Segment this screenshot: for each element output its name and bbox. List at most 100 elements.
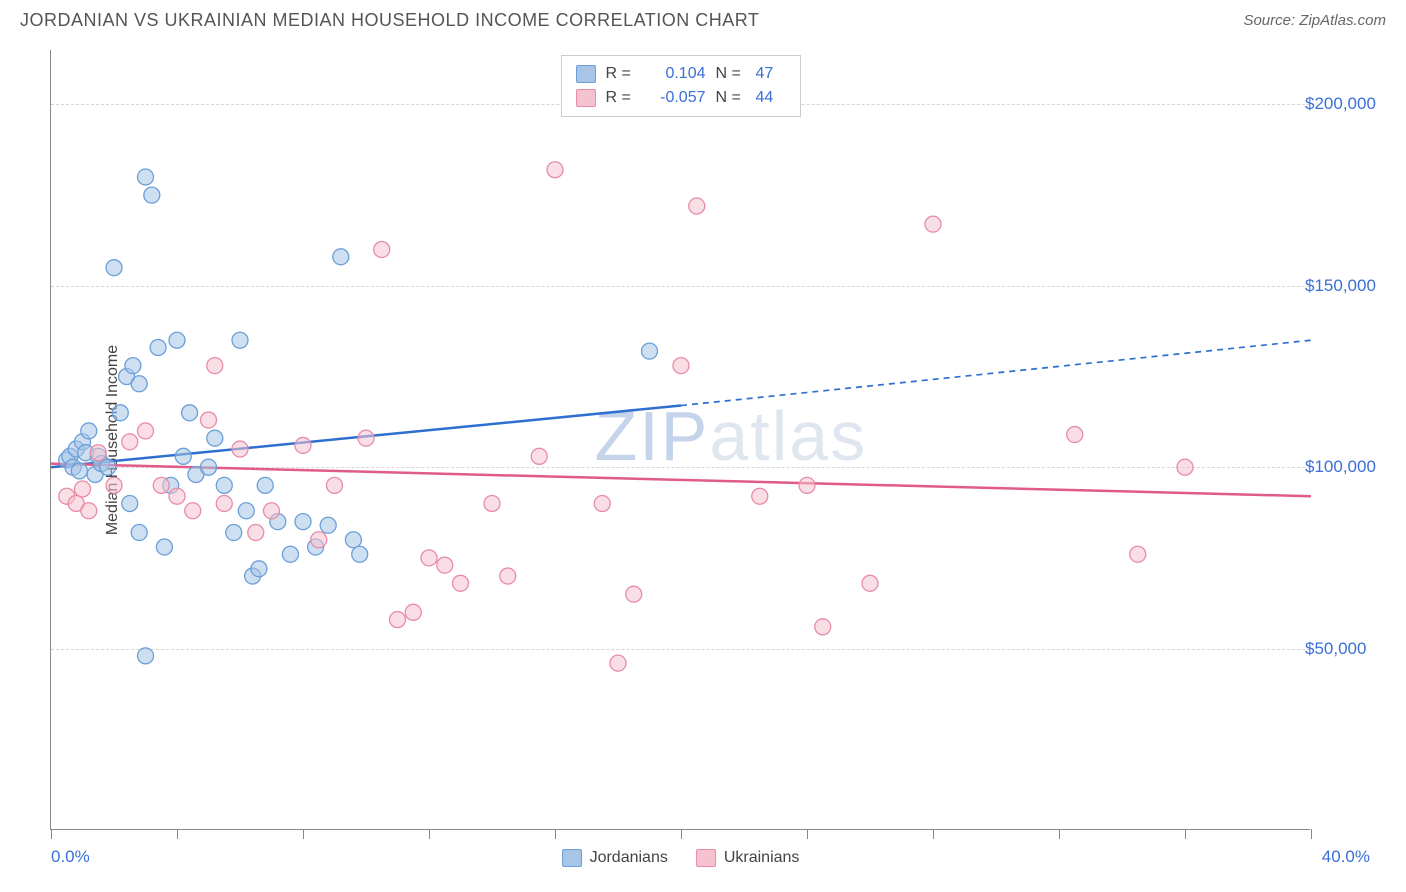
x-tick — [51, 829, 52, 839]
data-point — [282, 546, 298, 562]
chart-header: JORDANIAN VS UKRAINIAN MEDIAN HOUSEHOLD … — [0, 0, 1406, 36]
chart-title: JORDANIAN VS UKRAINIAN MEDIAN HOUSEHOLD … — [20, 10, 759, 31]
data-point — [153, 477, 169, 493]
data-point — [106, 260, 122, 276]
data-point — [156, 539, 172, 555]
y-tick-label: $150,000 — [1305, 276, 1385, 296]
data-point — [352, 546, 368, 562]
data-point — [333, 249, 349, 265]
data-point — [150, 339, 166, 355]
legend-label-ukrainians: Ukrainians — [724, 849, 800, 867]
data-point — [238, 503, 254, 519]
data-point — [1067, 427, 1083, 443]
data-point — [1130, 546, 1146, 562]
data-point — [295, 514, 311, 530]
chart-container: Median Household Income ZIPatlas R = 0.1… — [50, 50, 1380, 830]
data-point — [81, 423, 97, 439]
data-point — [201, 412, 217, 428]
legend-item-jordanians: Jordanians — [562, 849, 668, 867]
data-point — [327, 477, 343, 493]
data-point — [182, 405, 198, 421]
data-point — [610, 655, 626, 671]
data-point — [453, 575, 469, 591]
n-value-1: 47 — [756, 62, 786, 86]
data-point — [232, 441, 248, 457]
x-tick — [681, 829, 682, 839]
y-tick-label: $50,000 — [1305, 639, 1385, 659]
data-point — [531, 448, 547, 464]
data-point — [752, 488, 768, 504]
data-point — [216, 477, 232, 493]
y-tick-label: $200,000 — [1305, 94, 1385, 114]
data-point — [106, 477, 122, 493]
legend-item-ukrainians: Ukrainians — [696, 849, 800, 867]
data-point — [100, 459, 116, 475]
data-point — [295, 437, 311, 453]
data-point — [201, 459, 217, 475]
data-point — [626, 586, 642, 602]
data-point — [437, 557, 453, 573]
source-label: Source: ZipAtlas.com — [1243, 12, 1386, 29]
n-label: N = — [716, 62, 746, 86]
data-point — [138, 423, 154, 439]
data-point — [216, 495, 232, 511]
x-tick — [807, 829, 808, 839]
trend-line — [51, 464, 1311, 497]
data-point — [815, 619, 831, 635]
data-point — [264, 503, 280, 519]
data-point — [71, 463, 87, 479]
n-value-2: 44 — [756, 86, 786, 110]
data-point — [925, 216, 941, 232]
x-tick — [555, 829, 556, 839]
n-label: N = — [716, 86, 746, 110]
data-point — [642, 343, 658, 359]
data-point — [131, 376, 147, 392]
swatch-ukrainians-icon — [576, 89, 596, 107]
data-point — [405, 604, 421, 620]
legend-stats: R = 0.104 N = 47 R = -0.057 N = 44 — [561, 55, 801, 117]
x-tick — [429, 829, 430, 839]
data-point — [138, 169, 154, 185]
data-point — [90, 445, 106, 461]
data-point — [175, 448, 191, 464]
data-point — [226, 525, 242, 541]
r-label: R = — [606, 62, 636, 86]
data-point — [131, 525, 147, 541]
x-tick — [1059, 829, 1060, 839]
data-point — [169, 488, 185, 504]
data-point — [1177, 459, 1193, 475]
x-tick — [303, 829, 304, 839]
data-point — [251, 561, 267, 577]
x-axis-max-label: 40.0% — [1322, 847, 1370, 867]
data-point — [421, 550, 437, 566]
x-tick — [177, 829, 178, 839]
plot-area: ZIPatlas R = 0.104 N = 47 R = -0.057 N =… — [50, 50, 1310, 830]
data-point — [112, 405, 128, 421]
data-point — [311, 532, 327, 548]
data-point — [122, 495, 138, 511]
data-point — [673, 358, 689, 374]
plot-svg — [51, 50, 1311, 830]
legend-stats-row-2: R = -0.057 N = 44 — [576, 86, 786, 110]
data-point — [144, 187, 160, 203]
swatch-ukrainians-icon — [696, 849, 716, 867]
data-point — [484, 495, 500, 511]
data-point — [81, 503, 97, 519]
data-point — [345, 532, 361, 548]
data-point — [390, 612, 406, 628]
data-point — [689, 198, 705, 214]
legend-stats-row-1: R = 0.104 N = 47 — [576, 62, 786, 86]
data-point — [125, 358, 141, 374]
x-tick — [1185, 829, 1186, 839]
data-point — [374, 242, 390, 258]
data-point — [547, 162, 563, 178]
data-point — [75, 481, 91, 497]
data-point — [500, 568, 516, 584]
data-point — [862, 575, 878, 591]
data-point — [594, 495, 610, 511]
y-tick-label: $100,000 — [1305, 457, 1385, 477]
data-point — [169, 332, 185, 348]
r-value-1: 0.104 — [646, 62, 706, 86]
data-point — [257, 477, 273, 493]
data-point — [185, 503, 201, 519]
